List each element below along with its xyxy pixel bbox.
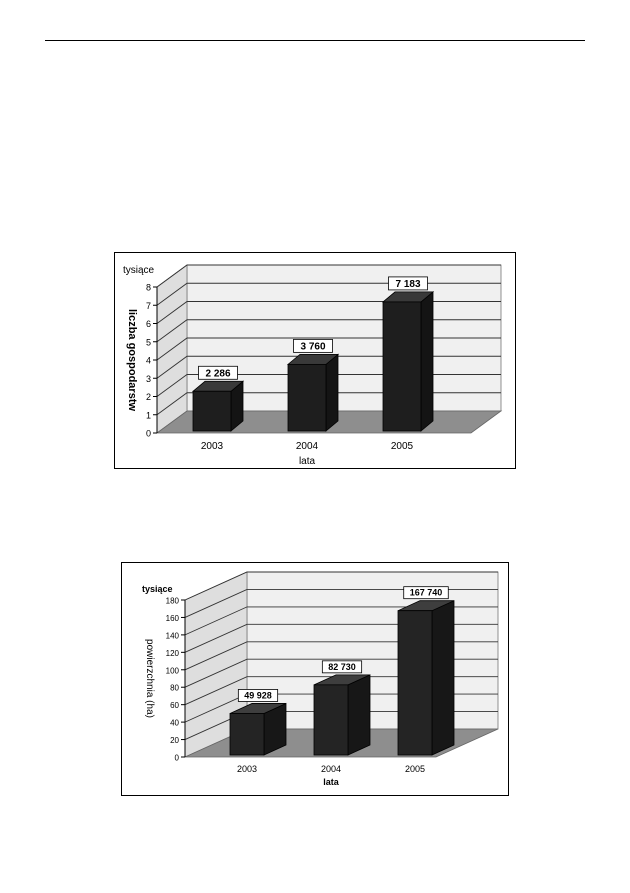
y-axis-title: liczba gospodarstw: [126, 309, 138, 412]
unit-label: tysiące: [142, 584, 173, 594]
y-tick-label: 4: [146, 356, 151, 366]
y-tick-label: 120: [166, 649, 180, 658]
y-tick-label: 160: [166, 614, 180, 623]
bar: [192, 390, 232, 432]
y-tick-label: 1: [146, 410, 151, 420]
bar: [397, 610, 433, 756]
header-rule: [45, 40, 585, 41]
x-axis-title: lata: [323, 777, 340, 787]
bar: [313, 684, 349, 756]
gridline: [156, 264, 501, 288]
y-tick-label: 140: [166, 631, 180, 640]
x-axis-title: lata: [299, 456, 316, 467]
y-tick-label: 2: [146, 392, 151, 402]
x-tick-label: 2005: [391, 441, 414, 452]
data-label: 2 286: [205, 368, 230, 379]
y-tick-label: 5: [146, 337, 151, 347]
data-label-box: [403, 586, 449, 600]
chart-area-ha: 0 20 40 60 80 100 120 140 160 180 49 928 2003 82 730…: [121, 562, 509, 796]
data-label: 7 183: [395, 279, 420, 290]
bar-side: [431, 600, 455, 756]
y-tick-label: 7: [146, 301, 151, 311]
y-tick-label: 0: [175, 754, 180, 763]
gridline: [184, 571, 498, 601]
x-tick-label: 2004: [296, 441, 319, 452]
bar-side: [325, 353, 339, 432]
bar-side: [347, 674, 371, 756]
data-label-box: [293, 338, 333, 353]
data-label: 49 928: [244, 690, 272, 700]
y-tick-label: 180: [166, 597, 180, 606]
data-label: 167 740: [410, 588, 443, 598]
chart-area-ha-svg: 0 20 40 60 80 100 120 140 160 180 49 928 2003 82 730…: [142, 571, 499, 787]
y-tick-label: 40: [170, 719, 179, 728]
chart-farms-count-svg: 0 1 2 3 4 5 6 7 8 2 286 2003 3 760 2004 7 183 2005 tysi…: [123, 264, 503, 467]
y-tick-label: 3: [146, 374, 151, 384]
unit-label: tysiące: [123, 265, 155, 276]
y-tick-label: 8: [146, 283, 151, 293]
y-tick-label: 20: [170, 736, 179, 745]
data-label: 82 730: [328, 662, 356, 672]
data-label-box: [237, 689, 279, 702]
x-tick-label: 2005: [405, 764, 425, 774]
y-axis-title: powierzchnia (ha): [144, 639, 155, 718]
data-label: 3 760: [300, 341, 325, 352]
y-tick-label: 100: [166, 666, 180, 675]
x-tick-label: 2003: [201, 441, 224, 452]
chart-farms-count: 0 1 2 3 4 5 6 7 8 2 286 2003 3 760 2004 7 183 2005 tysi…: [114, 252, 516, 469]
y-tick-label: 6: [146, 319, 151, 329]
x-tick-label: 2003: [237, 764, 257, 774]
x-tick-label: 2004: [321, 764, 341, 774]
bar: [229, 713, 265, 756]
y-tick-label: 60: [170, 701, 179, 710]
y-tick-label: 0: [146, 429, 151, 439]
data-label-box: [321, 660, 363, 674]
bar-side: [420, 291, 434, 432]
data-label-box: [388, 276, 428, 291]
y-tick-label: 80: [170, 684, 179, 693]
bar: [382, 301, 422, 432]
bar: [287, 363, 327, 432]
data-label-box: [198, 365, 238, 380]
